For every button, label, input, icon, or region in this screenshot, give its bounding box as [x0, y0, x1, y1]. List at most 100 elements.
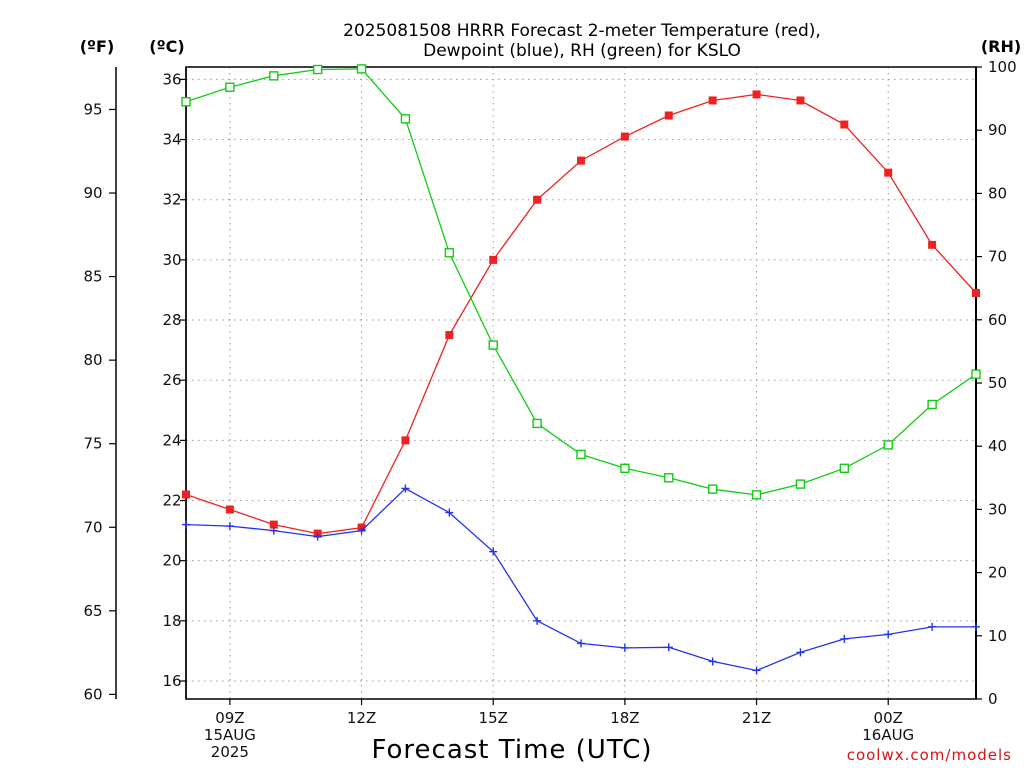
rh-point: [839, 463, 850, 474]
rh-point: [400, 114, 411, 124]
rh-point: [269, 71, 279, 81]
celsius-tick-label: 34: [162, 131, 181, 149]
x-tick-label: 09Z: [215, 709, 244, 727]
dewpoint-point: [445, 508, 454, 517]
fahrenheit-tick-label: 90: [83, 184, 102, 202]
temperature-point: [928, 240, 937, 249]
celsius-tick-label: 16: [162, 672, 181, 690]
x-tick-label: 16AUG: [862, 726, 914, 744]
rh-point: [181, 97, 191, 107]
celsius-unit-label: (ºC): [149, 37, 184, 56]
dewpoint-point: [840, 634, 849, 643]
celsius-tick-label: 28: [162, 311, 181, 329]
dewpoint-point: [489, 547, 498, 556]
x-tick-label: 12Z: [347, 709, 376, 727]
dewpoint-point: [796, 648, 805, 657]
rh-point: [883, 440, 893, 450]
temperature-point: [533, 195, 542, 204]
x-tick-label: 15Z: [479, 709, 508, 727]
chart-title-line-2: Dewpoint (blue), RH (green) for KSLO: [423, 41, 741, 61]
temperature-point: [972, 288, 980, 297]
x-tick-label: 15AUG: [204, 726, 256, 744]
temperature-point: [445, 331, 454, 340]
rh-tick-label: 50: [988, 374, 1007, 392]
temperature-point: [401, 436, 410, 445]
rh-point: [312, 64, 323, 75]
temperature-point: [182, 490, 190, 499]
rh-point: [707, 484, 718, 494]
temperature-point: [708, 96, 717, 105]
dewpoint-point: [664, 643, 673, 652]
dewpoint-point: [972, 622, 980, 631]
temperature-point: [752, 90, 761, 99]
celsius-tick-label: 36: [162, 70, 181, 88]
rh-point: [795, 479, 806, 489]
temperature-point: [489, 255, 498, 264]
rh-point: [576, 449, 586, 460]
temperature-point: [620, 132, 629, 141]
x-tick-label: 21Z: [742, 709, 771, 727]
dewpoint-point: [620, 643, 629, 652]
rh-point: [620, 463, 630, 474]
celsius-tick-label: 18: [162, 612, 181, 630]
dewpoint-point: [357, 526, 366, 535]
rh-unit-label: (RH): [981, 37, 1021, 56]
dewpoint-point: [928, 622, 937, 631]
rh-tick-label: 40: [988, 437, 1007, 455]
series-layer: [181, 64, 981, 675]
rh-tick-label: 20: [988, 564, 1007, 582]
rh-point: [225, 82, 235, 92]
temperature-point: [664, 111, 673, 120]
rh-tick-label: 60: [988, 311, 1007, 329]
rh-point: [356, 64, 367, 74]
rh-point: [532, 418, 542, 429]
celsius-tick-label: 24: [162, 431, 181, 449]
rh-tick-label: 30: [988, 500, 1007, 518]
fahrenheit-tick-label: 60: [83, 685, 102, 703]
fahrenheit-tick-label: 95: [83, 100, 102, 118]
fahrenheit-tick-label: 80: [83, 351, 102, 369]
rh-tick-label: 10: [988, 627, 1007, 645]
rh-tick-label: 90: [988, 121, 1007, 139]
axis-ticks: 16 18 20 22 24 26 28 30 32 34 36 60 65 70 75 80 85 90 95 0 1…: [83, 58, 1016, 761]
rh-line: [185, 68, 977, 496]
fahrenheit-tick-label: 65: [83, 602, 102, 620]
fahrenheit-unit-label: (ºF): [80, 37, 115, 56]
dewpoint-point: [182, 520, 190, 529]
celsius-tick-label: 30: [162, 251, 181, 269]
credit-label: coolwx.com/models: [847, 746, 1012, 764]
x-tick-label: 2025: [211, 743, 249, 761]
dewpoint-point: [708, 657, 717, 666]
x-tick-label: 18Z: [610, 709, 639, 727]
fahrenheit-tick-label: 85: [83, 268, 102, 286]
temperature-point: [840, 120, 849, 129]
rh-tick-label: 70: [988, 248, 1007, 266]
temperature-point: [884, 168, 893, 177]
x-tick-label: 00Z: [874, 709, 903, 727]
rh-point: [444, 248, 455, 258]
temperature-point: [269, 520, 278, 529]
rh-point: [664, 473, 674, 483]
celsius-tick-label: 22: [162, 492, 181, 510]
fahrenheit-tick-label: 70: [83, 518, 102, 536]
rh-point: [927, 399, 937, 410]
dewpoint-point: [401, 484, 410, 493]
rh-point: [971, 369, 981, 379]
celsius-tick-label: 32: [162, 191, 181, 209]
dewpoint-point: [577, 639, 585, 648]
temperature-point: [225, 505, 234, 514]
dewpoint-point: [313, 532, 322, 541]
dewpoint-point: [269, 526, 278, 535]
rh-tick-label: 80: [988, 184, 1007, 202]
temperature-point: [796, 96, 805, 105]
dewpoint-point: [884, 630, 893, 639]
dewpoint-point: [752, 666, 761, 675]
dewpoint-point: [225, 522, 234, 531]
celsius-tick-label: 26: [162, 371, 181, 389]
rh-point: [751, 490, 762, 500]
rh-tick-label: 0: [988, 690, 998, 708]
rh-point: [488, 340, 498, 350]
rh-tick-label: 100: [988, 58, 1017, 76]
celsius-tick-label: 20: [162, 552, 181, 570]
